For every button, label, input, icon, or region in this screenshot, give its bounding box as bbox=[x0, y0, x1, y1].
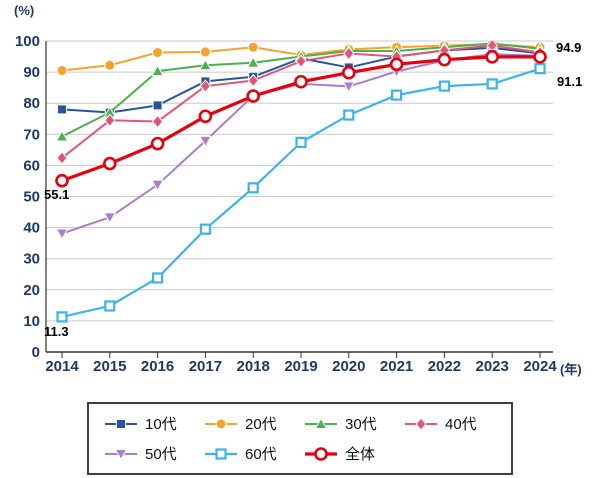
legend-label: 40代 bbox=[445, 416, 477, 433]
chart-canvas: 0 10 20 30 40 50 60 70 80 90 100 2014 2015 2016 2017 20… bbox=[15, 33, 557, 375]
square-open-legend-marker-icon bbox=[205, 447, 237, 460]
triangle-legend-marker-icon bbox=[305, 416, 337, 429]
circle-open-legend-marker-icon bbox=[305, 446, 337, 461]
y-tick-label: 90 bbox=[23, 64, 40, 81]
series-line-6 bbox=[60, 67, 542, 318]
y-tick-label: 70 bbox=[23, 126, 40, 143]
legend-item-7: 全体 bbox=[303, 443, 397, 464]
x-tick-label: 2022 bbox=[428, 358, 461, 375]
y-tick-label: 20 bbox=[23, 282, 40, 299]
legend-label: 全体 bbox=[345, 446, 376, 463]
x-tick-label: 2023 bbox=[476, 358, 509, 375]
y-tick-label: 100 bbox=[15, 33, 40, 50]
y-tick-label: 0 bbox=[32, 344, 40, 361]
legend-label: 20代 bbox=[245, 416, 277, 433]
x-tick-label: 2019 bbox=[284, 358, 317, 375]
x-tick-label: 2015 bbox=[93, 358, 126, 375]
legend-label: 10代 bbox=[145, 416, 177, 433]
x-tick-label: 2017 bbox=[189, 358, 222, 375]
legend-item-4: 40代 bbox=[403, 413, 497, 434]
x-tick-label: 2014 bbox=[45, 358, 79, 375]
y-tick-label: 60 bbox=[23, 157, 40, 174]
x-tick-label: 2016 bbox=[141, 358, 174, 375]
y-tick-label: 50 bbox=[23, 189, 40, 206]
legend-item-6: 60代 bbox=[203, 443, 297, 464]
y-tick-label: 10 bbox=[23, 313, 40, 330]
legend-item-3: 30代 bbox=[303, 413, 397, 434]
series-markers-7 bbox=[55, 50, 547, 188]
circle-legend-marker-icon bbox=[205, 418, 237, 429]
x-tick-label: 2024 bbox=[523, 358, 557, 375]
triangle-down-legend-marker-icon bbox=[105, 448, 137, 461]
y-tick-label: 80 bbox=[23, 95, 40, 112]
diamond-legend-marker-icon bbox=[405, 416, 437, 431]
series-markers-6 bbox=[56, 63, 546, 323]
square-legend-marker-icon bbox=[105, 418, 137, 429]
legend-label: 60代 bbox=[245, 446, 277, 463]
legend-item-5: 50代 bbox=[103, 443, 197, 464]
x-tick-label: 2020 bbox=[332, 358, 365, 375]
legend-item-1: 10代 bbox=[103, 413, 197, 434]
legend-label: 30代 bbox=[345, 416, 377, 433]
y-tick-label: 30 bbox=[23, 251, 40, 268]
legend-item-2: 20代 bbox=[203, 413, 297, 434]
x-tick-label: 2018 bbox=[237, 358, 270, 375]
chart-legend: 10代 20代 30代 40代 50代 60代 全体 bbox=[87, 402, 513, 475]
y-tick-label: 40 bbox=[23, 220, 40, 237]
x-tick-label: 2021 bbox=[380, 358, 413, 375]
legend-label: 50代 bbox=[145, 446, 177, 463]
